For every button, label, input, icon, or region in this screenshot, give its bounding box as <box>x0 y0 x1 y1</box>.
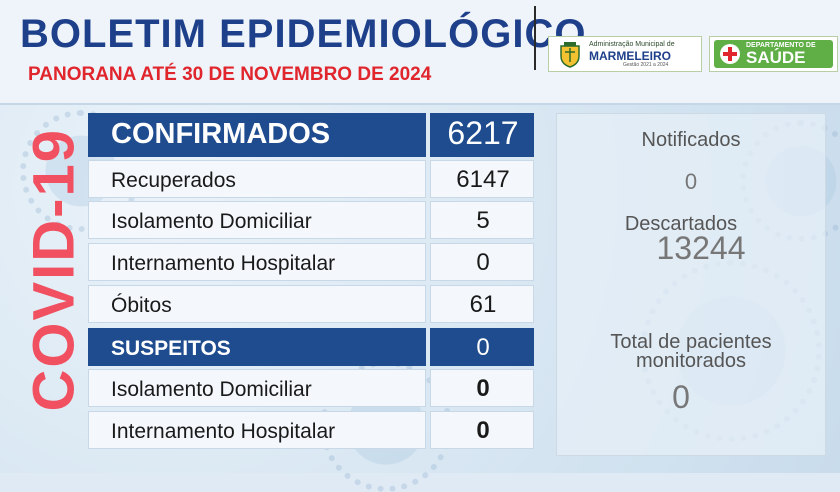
page-title: BOLETIM EPIDEMIOLÓGICO <box>20 12 587 56</box>
row-value: 6147 <box>456 166 510 193</box>
header: BOLETIM EPIDEMIOLÓGICO PANORANA ATÉ 30 D… <box>0 0 840 105</box>
municipal-logo: Administração Municipal de MARMELEIRO Ge… <box>548 36 702 72</box>
municipal-caption: Administração Municipal de <box>589 41 675 48</box>
row-label: Internamento Hospitalar <box>111 252 336 275</box>
row-label: Isolamento Domiciliar <box>111 378 312 401</box>
notificados-value: 0 <box>684 169 698 194</box>
row-value: 61 <box>469 291 497 318</box>
row-label: Isolamento Domiciliar <box>111 210 312 233</box>
row-value: 0 <box>476 334 490 361</box>
saude-logo: DEPARTAMENTO DE SAÚDE <box>709 36 838 72</box>
table-row-isolamento-suspeitos: Isolamento Domiciliar 0 <box>88 369 534 407</box>
monitorados-label-line1: Total de pacientes <box>610 331 772 353</box>
monitorados-value: 0 <box>672 379 690 415</box>
row-value: 0 <box>476 249 490 276</box>
row-value: 0 <box>476 375 490 402</box>
table-row-internamento-suspeitos: Internamento Hospitalar 0 <box>88 411 534 449</box>
row-label: CONFIRMADOS <box>111 118 331 150</box>
saude-word: SAÚDE <box>746 48 806 67</box>
monitorados-label-line2: monitorados <box>635 350 747 372</box>
red-cross-icon <box>720 44 740 64</box>
table-row-obitos: Óbitos 61 <box>88 285 534 323</box>
table-row-internamento-confirmados: Internamento Hospitalar 0 <box>88 243 534 281</box>
row-label: Recuperados <box>111 169 236 192</box>
row-value: 6217 <box>447 115 519 151</box>
page-subtitle: PANORANA ATÉ 30 DE NOVEMBRO DE 2024 <box>28 64 432 85</box>
municipal-name: MARMELEIRO <box>589 49 671 63</box>
coat-of-arms-icon <box>560 42 580 68</box>
row-label: SUSPEITOS <box>111 337 231 360</box>
table-row-confirmados: CONFIRMADOS 6217 <box>88 113 534 157</box>
header-divider <box>534 6 536 70</box>
descartados-value: 13244 <box>656 230 746 266</box>
table-row-recuperados: Recuperados 6147 <box>88 160 534 198</box>
notificados-label: Notificados <box>641 129 741 151</box>
covid-side-label: COVID-19 <box>21 127 87 412</box>
table-row-isolamento-confirmados: Isolamento Domiciliar 5 <box>88 201 534 239</box>
row-value: 5 <box>476 207 490 234</box>
saude-dept-caption: DEPARTAMENTO DE <box>746 42 816 49</box>
table-row-suspeitos: SUSPEITOS 0 <box>88 328 534 366</box>
row-label: Óbitos <box>111 294 172 317</box>
row-label: Internamento Hospitalar <box>111 420 336 443</box>
municipal-term: Gestão 2021 a 2024 <box>623 62 669 68</box>
descartados-label: Descartados <box>624 213 738 235</box>
summary-panel: Notificados 0 Descartados 13244 Total de… <box>556 113 826 456</box>
row-value: 0 <box>476 417 490 444</box>
